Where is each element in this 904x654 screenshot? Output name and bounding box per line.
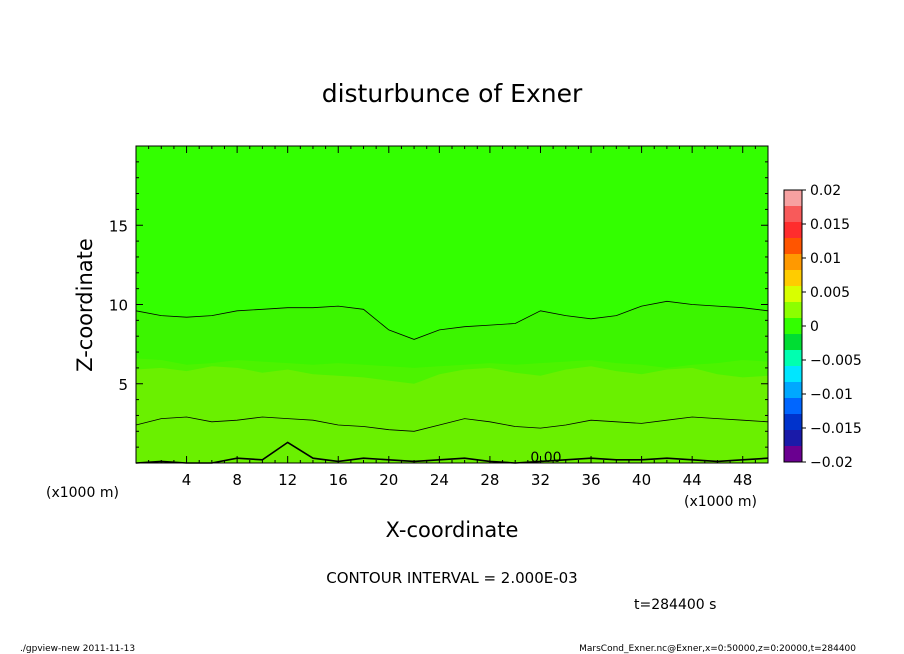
colorbar-tick-label: 0.015	[810, 217, 850, 233]
colorbar-tick-label: 0	[810, 319, 819, 335]
x-tick-label: 36	[581, 471, 600, 489]
colorbar-swatch	[784, 350, 802, 367]
footer-left: ./gpview-new 2011-11-13	[20, 644, 135, 654]
y-tick-label: 5	[118, 376, 128, 394]
x-tick-label: 20	[379, 471, 398, 489]
x-tick-label: 4	[182, 471, 192, 489]
x-unit-label-left: (x1000 m)	[46, 485, 119, 501]
colorbar-swatch	[784, 430, 802, 447]
colorbar-tick-label: 0.02	[810, 183, 841, 199]
fill-band-3	[136, 366, 768, 463]
x-tick-label: 48	[733, 471, 752, 489]
contour-lines: 0.00	[135, 300, 769, 466]
chart-title: disturbunce of Exner	[322, 79, 583, 108]
colorbar-tick-label: −0.02	[810, 455, 853, 471]
colorbar-swatch	[784, 254, 802, 271]
contour-fills	[136, 146, 768, 463]
colorbar-swatch	[784, 446, 802, 463]
contour-interval-text: CONTOUR INTERVAL = 2.000E-03	[326, 569, 577, 587]
colorbar-swatch	[784, 398, 802, 415]
x-tick-label: 44	[683, 471, 702, 489]
contour-line-0	[135, 300, 769, 340]
colorbar-swatch	[784, 366, 802, 383]
colorbar-tick-label: 0.005	[810, 285, 850, 301]
colorbar-tick-label: −0.005	[810, 353, 862, 369]
y-tick-label: 15	[109, 217, 128, 235]
x-tick-label: 8	[232, 471, 242, 489]
colorbar-swatch	[784, 414, 802, 431]
colorbar-swatch	[784, 382, 802, 399]
contour-label: 0.00	[530, 450, 561, 466]
x-tick-label: 24	[430, 471, 449, 489]
footer-right: MarsCond_Exner.nc@Exner,x=0:50000,z=0:20…	[579, 644, 856, 654]
colorbar-swatch	[784, 334, 802, 351]
colorbar-swatch	[784, 270, 802, 287]
colorbar-tick-label: 0.01	[810, 251, 841, 267]
colorbar: 0.02 0.015 0.01 0.005 0 −0.005 −0.01 −0.015 −0.0…	[783, 183, 862, 471]
colorbar-swatch	[784, 190, 802, 207]
time-label: t=284400 s	[634, 597, 716, 613]
colorbar-tick-label: −0.01	[810, 387, 853, 403]
x-tick-label: 12	[278, 471, 297, 489]
colorbar-swatch	[784, 302, 802, 319]
colorbar-swatch	[784, 286, 802, 303]
colorbar-swatch	[784, 318, 802, 335]
x-tick-label: 40	[632, 471, 651, 489]
x-axis-label: X-coordinate	[386, 518, 519, 542]
colorbar-tick-label: −0.015	[810, 421, 862, 437]
contour-line-1	[135, 416, 769, 432]
x-tick-label: 32	[531, 471, 550, 489]
x-tick-label: 28	[480, 471, 499, 489]
y-axis-label: Z-coordinate	[73, 238, 97, 372]
colorbar-swatch	[784, 206, 802, 223]
y-tick-label: 10	[109, 297, 128, 315]
x-unit-label-right: (x1000 m)	[684, 494, 757, 510]
colorbar-swatch	[784, 222, 802, 239]
contour-line-2	[135, 441, 769, 464]
x-tick-label: 16	[329, 471, 348, 489]
colorbar-swatch	[784, 238, 802, 255]
